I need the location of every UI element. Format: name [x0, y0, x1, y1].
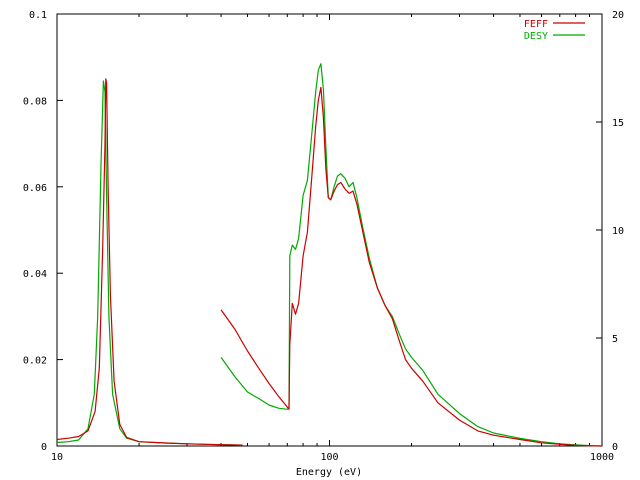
y-right-tick-label: 0: [612, 442, 618, 453]
feff-series-line: [220, 86, 603, 447]
legend-label-desy: DESY: [524, 31, 548, 42]
plot-frame: [56, 13, 603, 447]
x-tick-label: 100: [320, 452, 338, 463]
x-tick-label: 1000: [590, 452, 614, 463]
legend-label-feff: FEFF: [524, 19, 548, 30]
y-left-tick-label: 0.1: [29, 10, 47, 21]
y-left-tick-label: 0.02: [23, 356, 47, 367]
desy-series-line: [220, 63, 603, 447]
feff-series-line: [56, 78, 243, 446]
y-left-tick-label: 0.04: [23, 269, 47, 280]
y-right-tick-label: 10: [612, 226, 624, 237]
y-left-tick-label: 0.08: [23, 96, 47, 107]
y-right-tick-label: 20: [612, 10, 624, 21]
y-right-tick-label: 15: [612, 118, 624, 129]
x-axis-title: Energy (eV): [296, 467, 362, 478]
x-tick-label: 10: [51, 452, 63, 463]
axis-ticks: [56, 13, 603, 447]
y-right-tick-label: 5: [612, 334, 618, 345]
y-left-tick-label: 0.06: [23, 183, 47, 194]
desy-series-line: [56, 80, 243, 446]
y-left-tick-label: 0: [41, 442, 47, 453]
series-layer: [56, 63, 603, 447]
